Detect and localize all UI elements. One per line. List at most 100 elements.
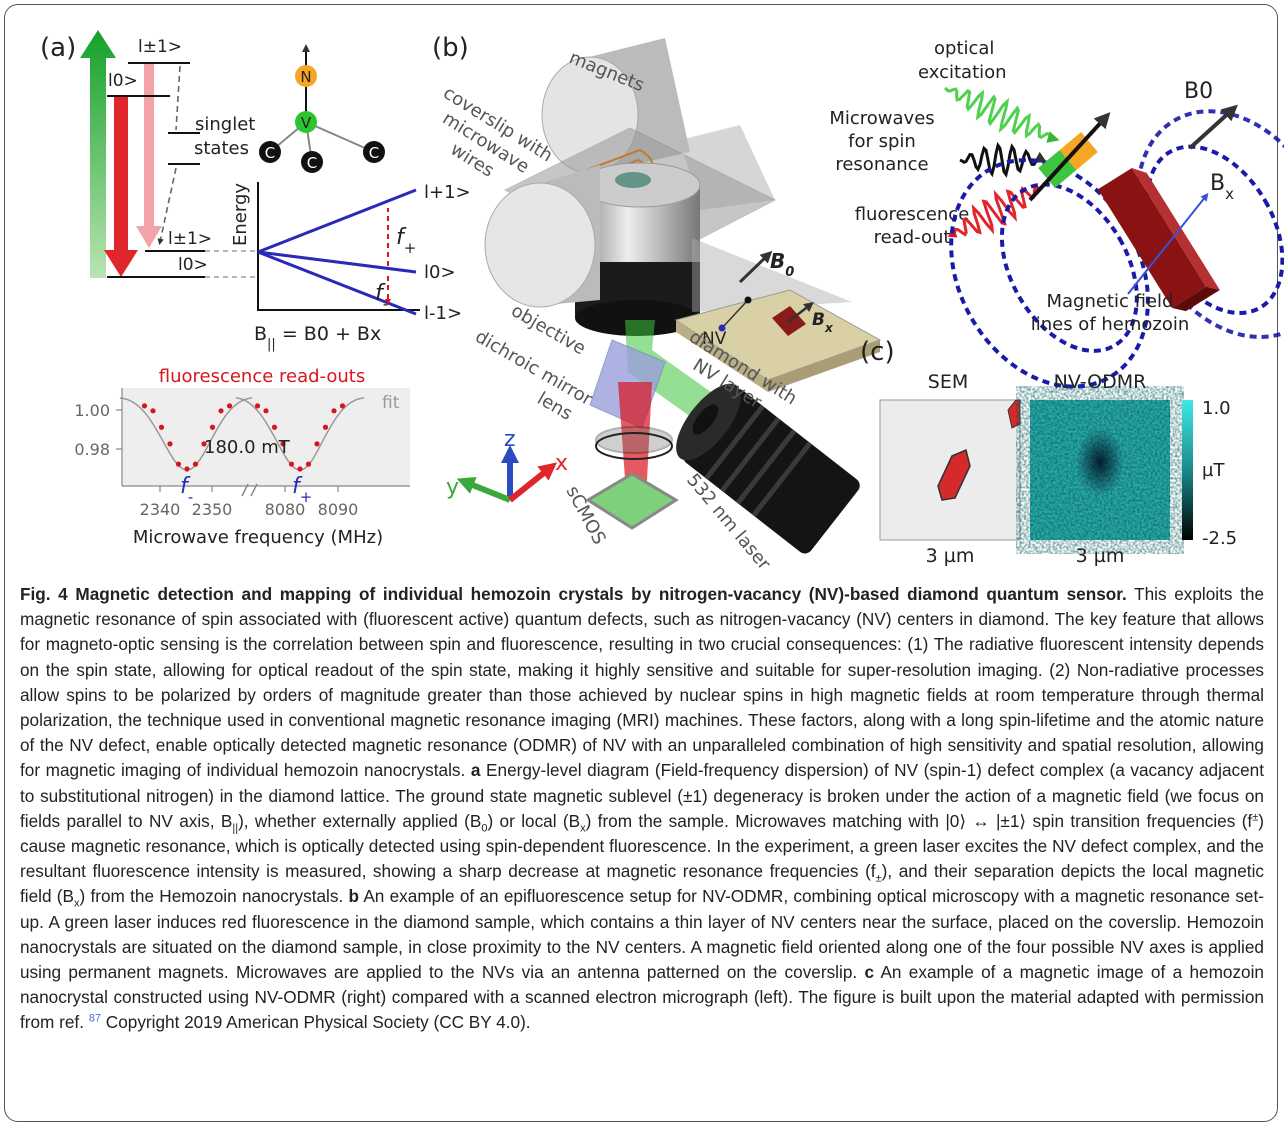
- panel-label: (a): [40, 33, 76, 63]
- zeeman-branches-part: [258, 190, 416, 252]
- schematic: optical excitation Microwaves for spin r…: [829, 38, 1284, 422]
- label-line: fluorescence: [855, 204, 970, 225]
- label-line: read-out: [874, 227, 951, 248]
- readout-points-part: [340, 403, 345, 408]
- coordinate-axes-part: [465, 482, 510, 500]
- readout-points-part: [263, 408, 268, 413]
- y-tick-label: 0.98: [74, 440, 110, 459]
- panel-c: (c) SEM NV-ODMR 1.0 µT -2.5 3 µm 3 µm: [860, 337, 1237, 567]
- caption-script[interactable]: 87: [89, 1013, 101, 1025]
- readout-points-part: [331, 408, 336, 413]
- caption-text: ) from the sample. Microwaves matching w…: [586, 811, 1253, 831]
- branch-label: l-1>: [424, 303, 462, 324]
- label-line: lines of hemozoin: [1031, 314, 1190, 335]
- x-tick-label: 8090: [318, 500, 359, 519]
- x-tick-label: 8080: [265, 500, 306, 519]
- panel-label: (c): [860, 337, 895, 367]
- scale-label: 3 µm: [1076, 545, 1125, 567]
- level-label: l±1>: [138, 37, 182, 57]
- readout-points-part: [306, 462, 311, 467]
- colorbar-label: 1.0: [1202, 398, 1231, 419]
- label-line: for spin: [848, 131, 916, 152]
- caption-bold: c: [865, 962, 875, 982]
- readout-title: fluorescence read-outs: [159, 366, 366, 387]
- intersystem-crossing: [160, 66, 180, 242]
- singlet-label: states: [194, 138, 249, 159]
- label-run: = B0 + Bx: [276, 323, 381, 345]
- atom-label: C: [307, 154, 317, 172]
- readout-points-part: [227, 403, 232, 408]
- transition-label: f-: [375, 281, 388, 313]
- magnet-face: [485, 183, 595, 307]
- figure-caption: Fig. 4 Magnetic detection and mapping of…: [20, 582, 1264, 1036]
- image-title: SEM: [928, 371, 968, 393]
- scale-label: 3 µm: [926, 545, 975, 567]
- transition-label: f+: [396, 225, 416, 257]
- readout-points-part: [255, 403, 260, 408]
- readout-points-part: [289, 462, 294, 467]
- guide-line: [205, 251, 258, 277]
- singlet-label: singlet: [195, 114, 255, 135]
- optical-wave: [939, 75, 1059, 151]
- symbol: B: [812, 310, 825, 330]
- fluorescence-arrow: [104, 95, 138, 277]
- figure: (a) l±1> l0> l±1> l0> singlet states N V…: [0, 0, 1284, 575]
- readout-points-part: [150, 408, 155, 413]
- panel-label: (b): [432, 33, 469, 63]
- y-tick-label: 1.00: [74, 401, 110, 420]
- subscript: ||: [267, 337, 276, 352]
- readout-points-part: [184, 466, 189, 471]
- axis-label: Energy: [230, 183, 251, 246]
- page-body: (a) l±1> l0> l±1> l0> singlet states N V…: [0, 0, 1284, 1128]
- label-line: optical: [934, 38, 994, 59]
- field-value: 180.0 mT: [204, 437, 291, 458]
- atom-label: V: [301, 114, 312, 132]
- caption-bold: Fig. 4 Magnetic detection and mapping of…: [20, 584, 1127, 604]
- axis-label: y: [446, 475, 459, 500]
- fit-label: fit: [382, 393, 400, 413]
- objective-lens: [615, 172, 651, 188]
- colorbar-label: -2.5: [1202, 528, 1237, 549]
- readout-points-part: [142, 403, 147, 408]
- caption-text: This exploits the magnetic resonance of …: [20, 584, 1264, 780]
- subscript: 0: [785, 265, 794, 280]
- axis-label: z: [504, 427, 516, 452]
- b0-arrow: [1190, 110, 1232, 148]
- level-label: l±1>: [168, 229, 212, 249]
- level-label: l0>: [108, 71, 138, 91]
- b0-label: B0: [1184, 79, 1213, 104]
- bx-label: Bx: [1210, 171, 1234, 203]
- page: Figure 4 { "figure": { "panel_a": { "lab…: [0, 0, 1284, 1128]
- nitrogen: [745, 297, 752, 304]
- caption-text: ) from the Hemozoin nanocrystals.: [80, 886, 349, 906]
- coordinate-axes-part: [510, 468, 550, 500]
- atom-label: C: [265, 144, 275, 162]
- colorbar: [1182, 400, 1193, 540]
- x-tick-label: 2350: [192, 500, 233, 519]
- label-run: B: [254, 323, 267, 345]
- atom-label: N: [300, 68, 311, 86]
- branch-label: l0>: [424, 262, 456, 283]
- level-label: l0>: [178, 255, 208, 275]
- symbol: B: [770, 249, 785, 273]
- label-line: Microwaves: [829, 108, 934, 129]
- panel-a: (a) l±1> l0> l±1> l0> singlet states N V…: [40, 30, 471, 548]
- camera: [588, 474, 676, 528]
- x-tick-label: 2340: [140, 500, 181, 519]
- excitation-arrow: [80, 30, 116, 278]
- readout-points-part: [176, 462, 181, 467]
- atom-label: C: [369, 144, 379, 162]
- branch-label: l+1>: [424, 182, 471, 203]
- readout-points-part: [167, 441, 172, 446]
- microwave-wave: [960, 145, 1042, 174]
- caption-text: Copyright 2019 American Physical Society…: [101, 1012, 531, 1032]
- readout-points-part: [193, 462, 198, 467]
- panel-b: (b) B0 Bx NV z y x magnets coverslip wit…: [416, 33, 880, 575]
- field-axis-label: B|| = B0 + Bx: [254, 323, 381, 352]
- label-line: resonance: [835, 154, 928, 175]
- label-line: Magnetic field: [1047, 291, 1174, 312]
- coordinate-axes: [465, 454, 550, 500]
- axis-label: x: [555, 451, 568, 476]
- lens: [596, 427, 672, 453]
- subscript: +: [404, 239, 417, 257]
